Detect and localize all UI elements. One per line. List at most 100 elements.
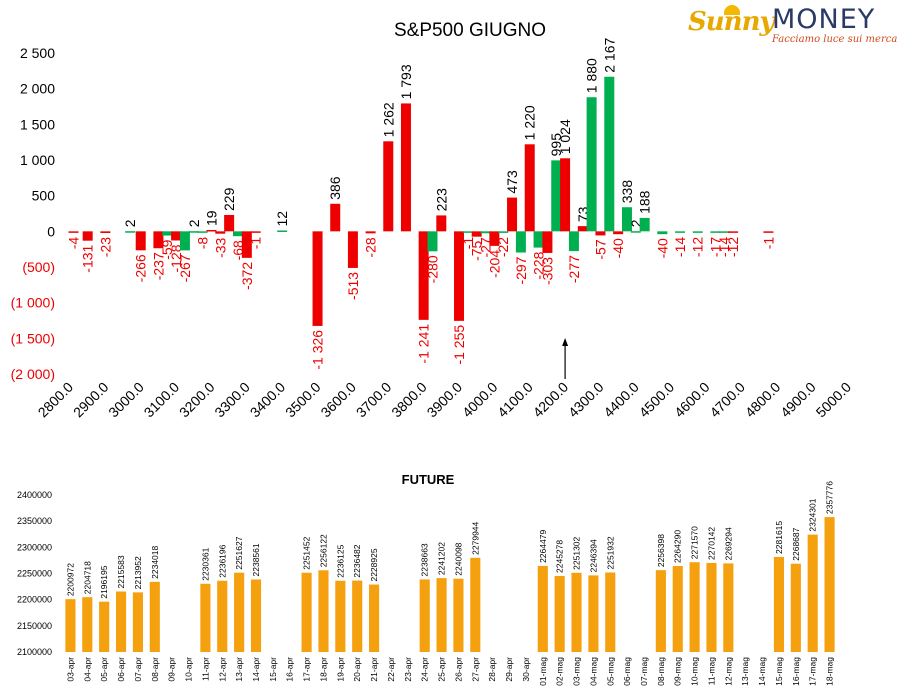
y-tick-label: 1 000 [20,152,55,168]
bottom-chart: 2100000 2150000 2200000 2250000 2300000 23500… [17,481,835,686]
bar [480,231,491,234]
data-label: -14 [716,237,732,257]
bar [125,231,136,233]
bar [241,231,252,258]
data-label: 1 024 [557,119,573,154]
x-tick-label: 5000.0 [813,379,855,421]
bar [515,231,526,253]
bar [232,231,243,237]
bar [568,231,579,252]
data-label: 2256122 [318,534,328,567]
x-tick-label: 3700.0 [353,379,395,421]
x-tick-label: 07-apr [133,657,143,682]
bar [489,231,500,246]
bar [537,565,548,652]
data-label: 2230361 [200,547,210,580]
data-label: -12 [725,237,741,257]
data-label: -280 [424,255,440,283]
x-tick-label: 08-mag [656,657,666,686]
data-label: -75 [469,240,485,260]
data-label: 2251302 [572,536,582,569]
x-tick-label: 03-mag [572,657,582,686]
bar [82,231,93,241]
data-label: -131 [80,244,96,272]
bar [427,231,438,252]
bar [200,583,211,652]
x-tick-label: 11-apr [200,657,210,681]
bar [171,231,182,241]
data-label: 2236125 [335,544,345,577]
bar [692,231,703,233]
data-label: -303 [539,257,555,285]
sunny-money-logo: Sunny MONEY Facciamo luce sui mercati [686,3,897,47]
top-chart: 2 500 2 000 1 500 1 000 500 0 (500) (1 000) (1 5… [11,38,855,421]
x-tick-label: 01-mag [538,657,548,686]
x-tick-label: 10-apr [184,657,194,682]
data-label: 2238561 [251,543,261,576]
logo-money-text: MONEY [772,4,876,35]
x-tick-label: 3200.0 [176,379,218,421]
data-label: 386 [327,176,343,200]
y-tick-label: 1 500 [20,116,55,132]
x-tick-label: 3600.0 [317,379,359,421]
x-tick-label: 3800.0 [388,379,430,421]
bar [807,534,818,652]
x-tick-label: 17-apr [302,657,312,682]
x-tick-label: 16-apr [285,657,295,682]
bar [462,231,473,233]
data-label: -33 [212,237,228,257]
bar [824,517,835,652]
data-label: -1 241 [416,324,432,364]
bar [365,231,376,234]
x-tick-label: 26-apr [453,657,463,682]
bar [706,562,717,652]
bar [554,575,565,652]
y-tick-label: 2 000 [20,81,55,97]
y-tick-label: (2 000) [11,366,55,382]
arrow-head [562,338,569,346]
bar [571,572,582,652]
data-label: -1 255 [451,325,467,365]
data-label: -12 [690,237,706,257]
sun-icon [724,5,740,15]
x-tick-label: 15-mag [774,657,784,686]
x-tick-label: 4300.0 [565,379,607,421]
data-label: 2 [186,219,202,227]
x-tick-label: 19-apr [335,657,345,682]
x-tick-label: 24-apr [420,657,430,682]
x-tick-label: 27-apr [470,657,480,682]
bar [149,581,160,652]
data-label: 2236196 [217,544,227,577]
bar [507,197,518,232]
data-label: -8 [195,237,211,250]
y-tick-label: 500 [32,188,56,204]
data-label: -128 [168,244,184,272]
x-tick-label: 2900.0 [70,379,112,421]
data-label: 223 [433,188,449,212]
data-label: 2236482 [352,544,362,577]
data-label: 2279944 [470,521,480,554]
data-label: -372 [239,262,255,290]
bar [162,231,173,236]
bar [312,231,323,326]
bar [135,231,146,251]
bar [773,556,785,652]
x-tick-label: 18-apr [318,657,328,682]
x-tick-label: 4100.0 [494,379,536,421]
x-tick-label: 29-apr [504,657,514,682]
x-tick-label: 3000.0 [105,379,147,421]
data-label: -1 326 [310,330,326,370]
bar [68,231,79,233]
bar [498,231,509,233]
x-tick-label: 18-mag [825,657,835,686]
bar [383,141,394,232]
x-tick-label: 09-mag [673,657,683,686]
x-tick-label: 20-apr [352,657,362,682]
x-tick-label: 3100.0 [141,379,183,421]
bar [347,231,358,268]
data-label: -57 [592,239,608,259]
bar [206,229,217,232]
y-tick-label: 2250000 [17,569,52,579]
data-label: 19 [203,210,219,226]
data-label: -28 [363,237,379,257]
